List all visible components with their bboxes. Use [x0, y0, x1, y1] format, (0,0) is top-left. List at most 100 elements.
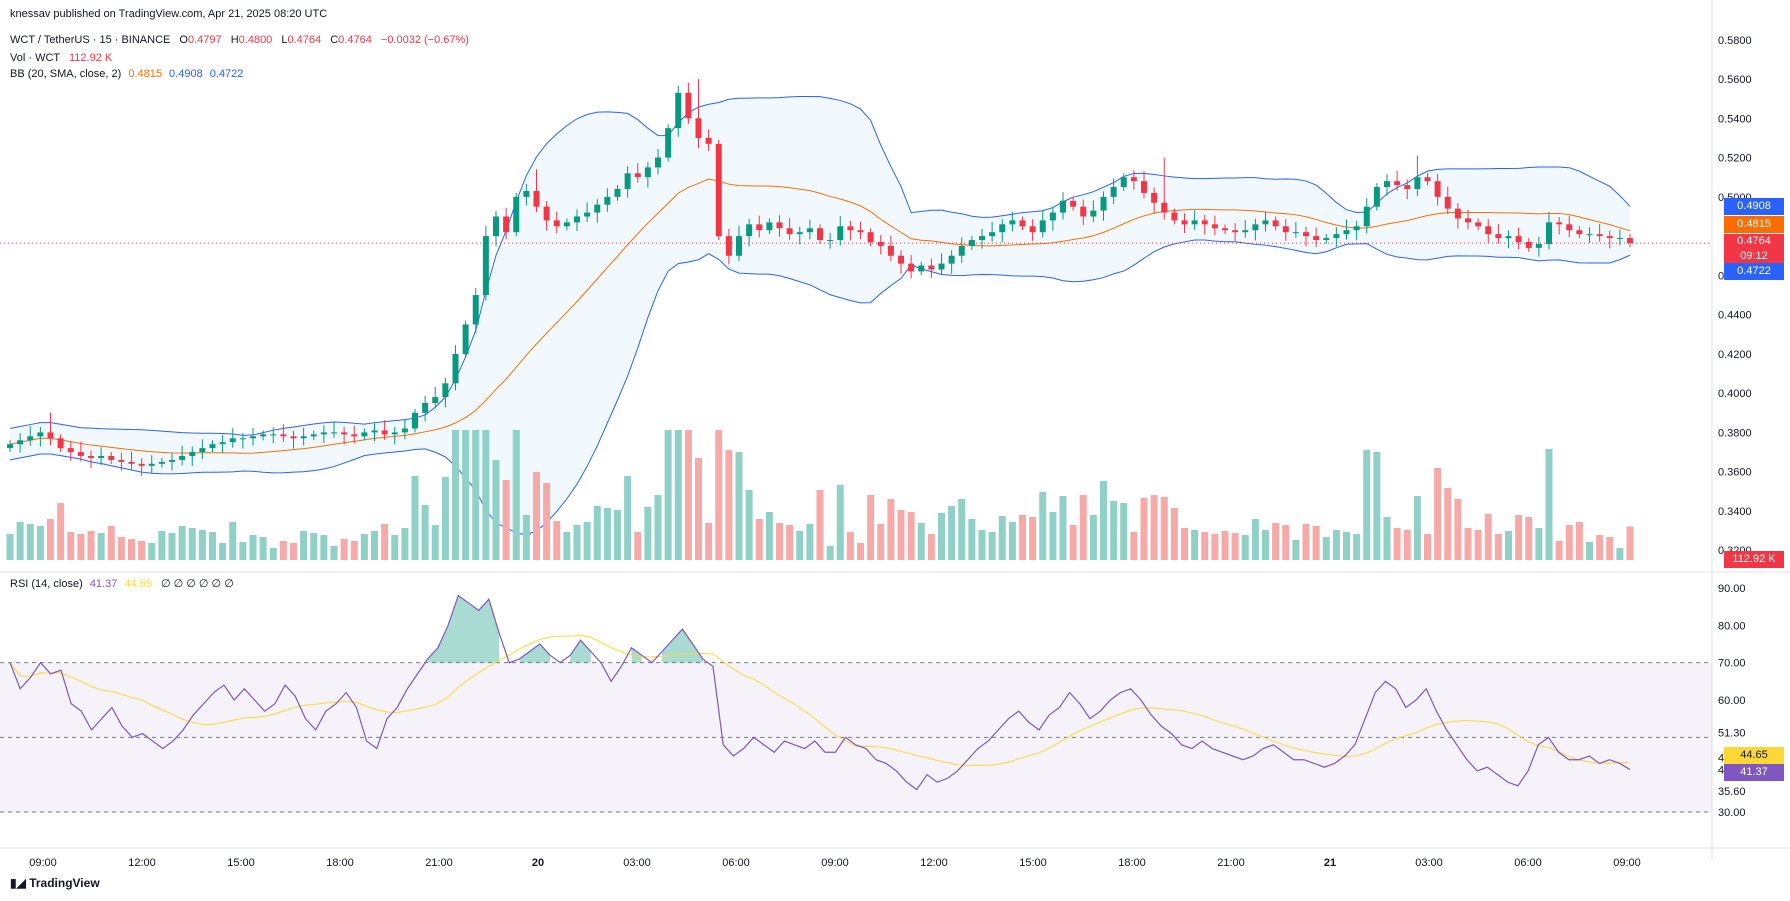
volume-bar: [1444, 488, 1452, 560]
candle-body: [634, 173, 641, 178]
candle-body: [1303, 232, 1309, 237]
candle-body: [1546, 222, 1552, 244]
candle-body: [1505, 236, 1512, 239]
volume-bar: [502, 480, 510, 560]
volume-bar: [107, 526, 115, 560]
candle-body: [452, 353, 459, 384]
candle-body: [472, 295, 479, 325]
volume-bar: [67, 532, 75, 560]
rsi-ma-badge: 44.65: [1724, 747, 1784, 764]
volume-bar: [745, 490, 753, 560]
volume-bar: [867, 495, 875, 560]
volume-bar: [1424, 534, 1431, 560]
candle-body: [503, 216, 510, 233]
candle-body: [1404, 185, 1411, 189]
candle-body: [1272, 220, 1279, 227]
rsi-tick-label: 51.30: [1718, 727, 1746, 739]
volume-bar: [1494, 534, 1502, 560]
candle-body: [88, 455, 94, 458]
tradingview-logo[interactable]: ▮◢ TradingView: [10, 876, 100, 890]
volume-bar: [411, 476, 419, 560]
candle-body: [320, 432, 327, 435]
volume-bar: [1575, 522, 1583, 560]
candle-body: [817, 228, 823, 241]
candle-body: [1465, 218, 1471, 223]
volume-bar: [1454, 499, 1462, 560]
volume-bar: [695, 458, 702, 560]
candle-body: [786, 228, 793, 235]
volume-bar: [1373, 452, 1381, 560]
candle-body: [412, 412, 418, 429]
candle-body: [391, 432, 398, 435]
candle-body: [442, 383, 449, 398]
candle-body: [604, 196, 611, 205]
candle-body: [189, 452, 196, 456]
volume-bar: [978, 530, 986, 560]
candles: [7, 79, 1633, 476]
candle-body: [1100, 196, 1107, 211]
volume-legend[interactable]: Vol · WCT 112.92 K: [10, 52, 112, 64]
candle-body: [644, 167, 651, 178]
volume-bar: [1019, 515, 1026, 560]
published-text: knessav published on TradingView.com, Ap…: [10, 8, 328, 20]
volume-bar: [259, 537, 267, 560]
symbol-title[interactable]: WCT / TetherUS · 15 · BINANCE: [10, 34, 171, 46]
volume-bar: [1383, 517, 1391, 560]
candle-body: [1616, 238, 1623, 240]
bb-legend[interactable]: BB (20, SMA, close, 2) 0.4815 0.4908 0.4…: [10, 68, 243, 80]
candle-body: [280, 434, 287, 437]
volume-bar: [553, 521, 561, 560]
volume-bar: [300, 531, 308, 560]
candle-body: [27, 436, 34, 441]
candle-body: [715, 143, 722, 237]
rsi-overbought-fill: [631, 647, 642, 663]
rsi-tick-label: 90.00: [1718, 583, 1746, 595]
candle-body: [1454, 208, 1461, 219]
candle-body: [999, 224, 1006, 233]
volume-bar: [1565, 525, 1573, 560]
rsi-ma-line: [9, 634, 1631, 766]
volume-bar: [1616, 548, 1624, 560]
candle-body: [533, 190, 540, 207]
volume-bar: [239, 542, 247, 560]
volume-bar: [1181, 528, 1188, 560]
rsi-legend[interactable]: RSI (14, close) 41.37 44.65 ∅ ∅ ∅ ∅ ∅ ∅: [10, 577, 234, 590]
volume-bar: [715, 430, 723, 560]
price-tick-label: 0.3400: [1718, 506, 1752, 518]
candle-body: [614, 189, 621, 197]
volume-bar: [654, 495, 662, 560]
volume-value: 112.92 K: [68, 52, 113, 64]
ohlc-legend[interactable]: WCT / TetherUS · 15 · BINANCE O0.4797 H0…: [10, 34, 469, 46]
candle-body: [331, 432, 337, 434]
tv-logo-icon: ▮◢: [10, 876, 26, 890]
candle-body: [1090, 210, 1097, 217]
candle-body: [877, 242, 884, 246]
volume-bar: [644, 507, 652, 560]
volume-bar: [735, 452, 743, 560]
volume-bar: [1626, 526, 1634, 560]
candle-body: [1363, 206, 1370, 227]
rsi-tick-label: 30.00: [1718, 807, 1746, 819]
volume-bar: [47, 519, 54, 560]
high-label: H: [230, 34, 239, 46]
time-tick-label: 06:00: [1514, 857, 1542, 869]
volume-bar: [988, 532, 996, 560]
candle-body: [1292, 232, 1299, 234]
candle-body: [1120, 177, 1127, 188]
candle-body: [118, 459, 125, 462]
candle-body: [806, 228, 813, 233]
candle-body: [1141, 181, 1147, 193]
volume-bar: [1160, 497, 1168, 560]
candle-body: [736, 236, 742, 256]
candle-body: [1606, 236, 1613, 239]
candle-body: [1495, 234, 1502, 239]
candle-body: [1535, 243, 1542, 248]
candle-body: [1333, 234, 1340, 239]
candle-body: [250, 436, 256, 439]
low-label: L: [281, 34, 288, 46]
time-tick-label: 06:00: [722, 857, 750, 869]
volume-bar: [340, 539, 348, 560]
candle-body: [290, 436, 297, 439]
volume-bar: [1201, 532, 1209, 560]
